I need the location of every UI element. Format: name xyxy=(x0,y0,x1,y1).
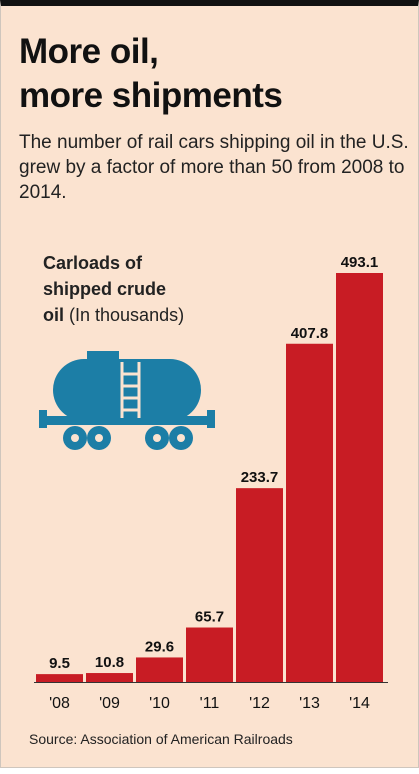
subtitle: The number of rail cars shipping oil in … xyxy=(19,132,409,203)
headline-line-1: More oil, xyxy=(19,32,159,71)
tank-body xyxy=(39,351,215,450)
headline: More oil, more shipments xyxy=(19,30,283,118)
value-label-4: 233.7 xyxy=(241,469,279,486)
value-label-1: 10.8 xyxy=(95,654,124,671)
bar-0 xyxy=(36,674,83,682)
chart-unit-note: (In thousands) xyxy=(69,305,185,325)
value-label-6: 493.1 xyxy=(341,254,379,271)
chart-title: Carloads of shipped crude oil (In thousa… xyxy=(43,250,184,328)
source-note: Source: Association of American Railroad… xyxy=(29,731,293,747)
chart-title-line-1: Carloads of xyxy=(43,253,143,273)
tank-wheel-hubs xyxy=(71,434,185,442)
bar-3 xyxy=(186,627,233,682)
x-tick-label-3: '11 xyxy=(200,695,220,712)
bar-5 xyxy=(286,343,333,682)
value-label-0: 9.5 xyxy=(49,655,70,672)
x-tick-label-4: '12 xyxy=(249,695,270,712)
bar-1 xyxy=(86,673,133,682)
bar-6 xyxy=(336,273,383,682)
tank-ladder xyxy=(120,362,141,418)
value-label-3: 65.7 xyxy=(195,609,224,626)
value-label-5: 407.8 xyxy=(291,325,329,342)
bar-chart: 9.5 '08 10.8 '09 29.6 '10 65.7 '11 233.7 '12 407.8… xyxy=(34,254,388,712)
chart-title-line-3: oil xyxy=(43,305,64,325)
chart-title-line-2: shipped crude xyxy=(43,279,167,299)
headline-line-2: more shipments xyxy=(19,76,283,115)
x-tick-label-1: '09 xyxy=(99,695,120,712)
x-tick-label-0: '08 xyxy=(49,695,70,712)
value-label-2: 29.6 xyxy=(145,638,174,655)
x-tick-label-6: '14 xyxy=(349,695,370,712)
x-tick-label-2: '10 xyxy=(149,695,170,712)
bar-4 xyxy=(236,488,283,682)
x-tick-label-5: '13 xyxy=(299,695,320,712)
oil-tank-railcar-icon xyxy=(39,351,215,450)
bar-2 xyxy=(136,657,183,682)
